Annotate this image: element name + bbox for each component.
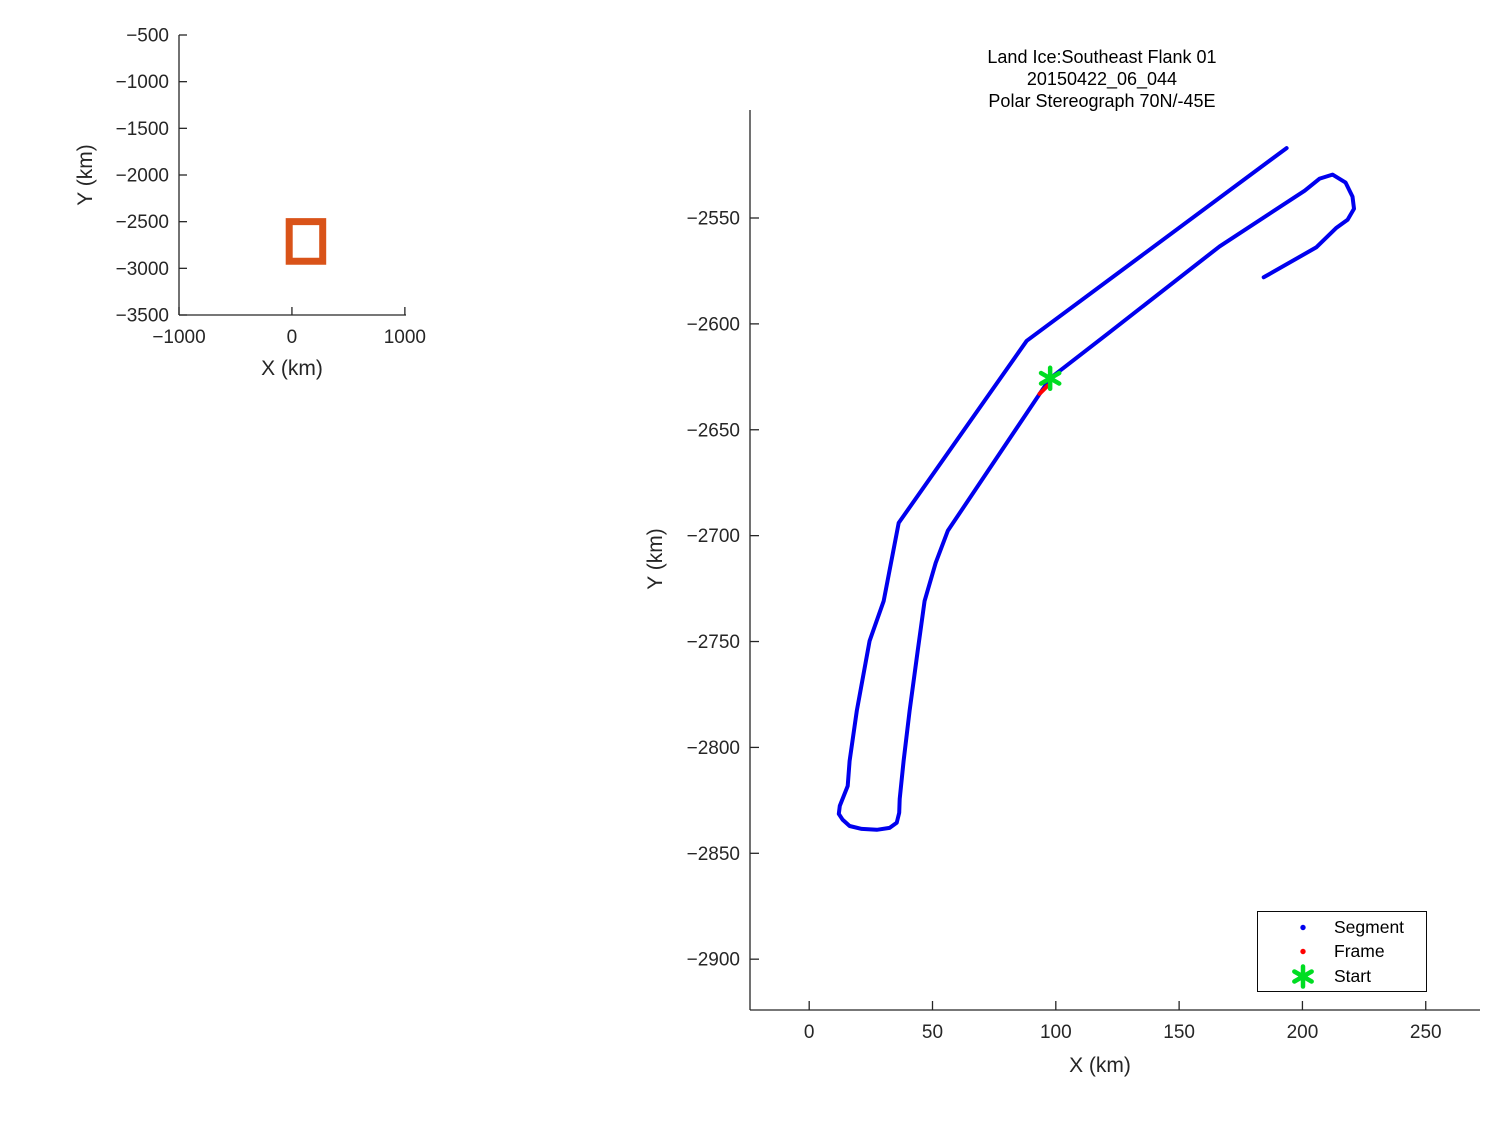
y-tick-label: −3000 bbox=[116, 259, 169, 280]
x-tick-label: 1000 bbox=[384, 327, 426, 348]
y-tick-label: −2550 bbox=[687, 209, 740, 230]
y-tick-label: −2800 bbox=[687, 738, 740, 759]
x-tick-label: −1000 bbox=[152, 327, 205, 348]
frame-track bbox=[1037, 383, 1050, 396]
view-extent-box-rect bbox=[285, 218, 327, 265]
overview-y-axis-label: Y (km) bbox=[74, 144, 97, 206]
title-line-3: Polar Stereograph 70N/-45E bbox=[988, 91, 1216, 111]
legend-asterisk bbox=[1292, 963, 1314, 989]
legend-dot bbox=[1300, 948, 1306, 955]
y-tick-label: −2000 bbox=[116, 166, 169, 187]
title-line-2: 20150422_06_044 bbox=[1026, 69, 1178, 89]
title-line-1: Land Ice:Southeast Flank 01 bbox=[987, 47, 1217, 67]
y-tick-label: −500 bbox=[126, 26, 169, 47]
legend-item-start: Start bbox=[1272, 963, 1426, 989]
x-tick-label: 50 bbox=[922, 1022, 943, 1043]
legend-item-segment: Segment bbox=[1272, 915, 1426, 940]
y-tick-label: −1500 bbox=[116, 119, 169, 140]
x-tick-label: 150 bbox=[1163, 1022, 1195, 1043]
y-tick-label: −1000 bbox=[116, 72, 169, 93]
y-tick-label: −2650 bbox=[687, 420, 740, 441]
legend-dot bbox=[1300, 924, 1306, 930]
x-tick-label: 100 bbox=[1040, 1022, 1072, 1043]
legend-label-frame: Frame bbox=[1334, 941, 1385, 961]
y-tick-label: −2600 bbox=[687, 314, 740, 335]
start-asterisk-icon bbox=[1292, 963, 1314, 989]
y-tick-label: −2700 bbox=[687, 526, 740, 547]
y-tick-label: −2850 bbox=[687, 844, 740, 865]
overview-x-axis-label: X (km) bbox=[261, 357, 323, 380]
legend-box: Segment Frame Start bbox=[1257, 911, 1427, 992]
legend-label-start: Start bbox=[1334, 965, 1371, 986]
overview-plot-axes: −1000 0 1000 −500 −1000 −1500 −2000 −2500 −3000 −… bbox=[116, 26, 426, 349]
main-y-axis-label: Y (km) bbox=[644, 528, 667, 590]
x-tick-label: 0 bbox=[804, 1022, 815, 1043]
y-tick-label: −2900 bbox=[687, 950, 740, 971]
legend-item-frame: Frame bbox=[1272, 939, 1426, 964]
y-tick-label: −3500 bbox=[116, 306, 169, 327]
start-marker bbox=[1038, 365, 1062, 392]
main-x-axis-label: X (km) bbox=[1069, 1054, 1131, 1077]
frame-dot-icon bbox=[1300, 948, 1306, 955]
x-tick-label: 0 bbox=[287, 327, 298, 348]
main-plot-title: Land Ice:Southeast Flank 01 20150422_06_… bbox=[852, 46, 1352, 112]
segment-track bbox=[836, 146, 1356, 832]
x-tick-label: 200 bbox=[1287, 1022, 1319, 1043]
legend-label-segment: Segment bbox=[1334, 916, 1405, 937]
y-tick-label: −2500 bbox=[116, 212, 169, 233]
y-tick-label: −2750 bbox=[687, 632, 740, 653]
main-plot-axes: 0 50 100 150 200 250 −2550 −2600 −2650 −2700 −2750… bbox=[687, 110, 1480, 1043]
x-tick-label: 250 bbox=[1410, 1022, 1442, 1043]
segment-dot-icon bbox=[1300, 924, 1306, 930]
